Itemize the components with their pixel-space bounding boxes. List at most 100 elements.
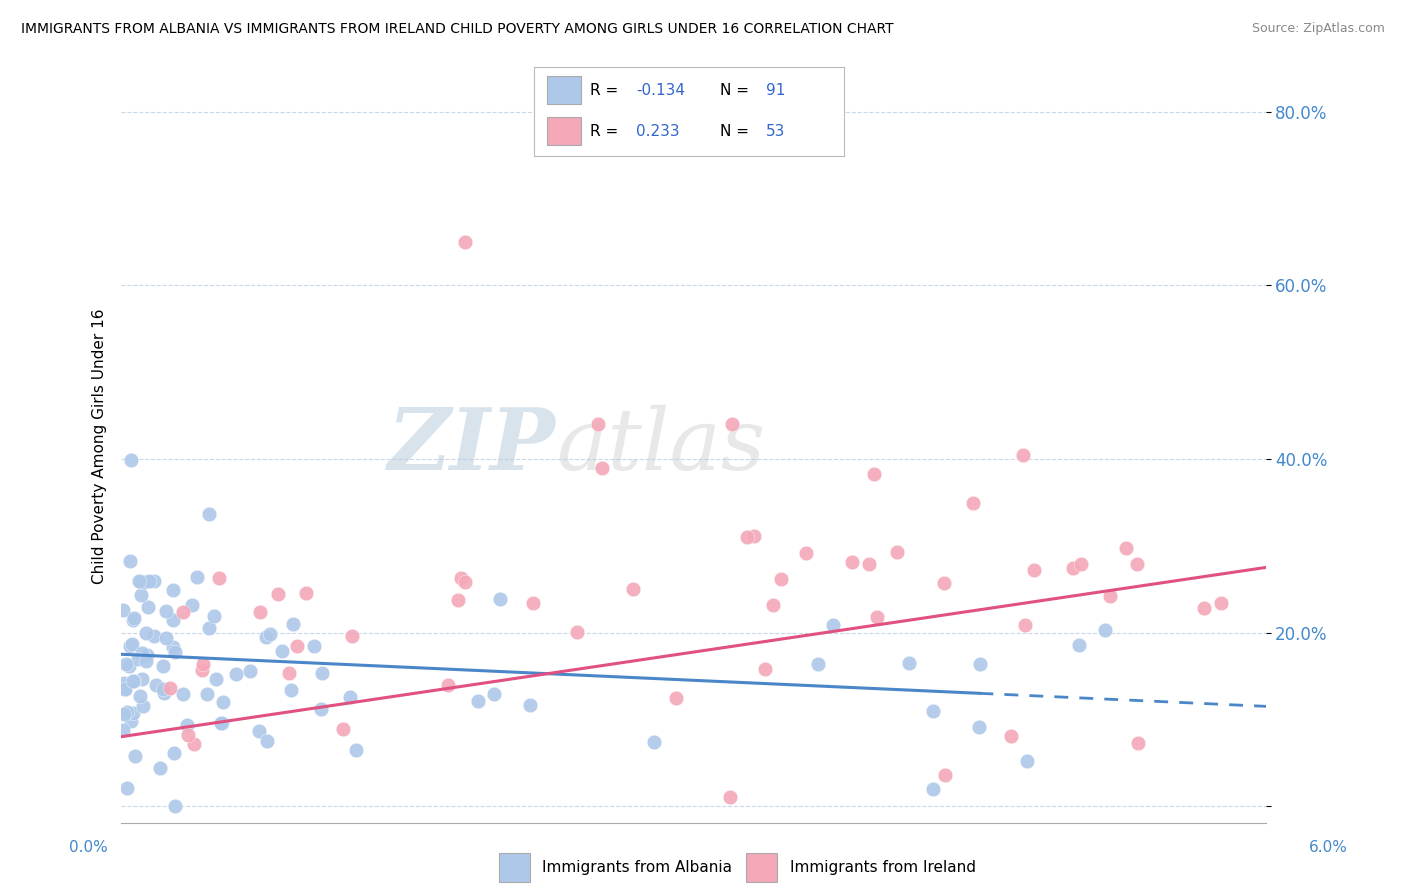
Point <box>176 718 198 732</box>
Bar <box>499 854 530 881</box>
Point <box>453 574 475 589</box>
Point <box>295 586 318 600</box>
Point <box>165 644 187 658</box>
Text: IMMIGRANTS FROM ALBANIA VS IMMIGRANTS FROM IRELAND CHILD POVERTY AMONG GIRLS UND: IMMIGRANTS FROM ALBANIA VS IMMIGRANTS FR… <box>21 22 894 37</box>
Point <box>897 656 920 670</box>
Point <box>152 681 174 696</box>
Point <box>1094 624 1116 638</box>
Point <box>249 605 271 619</box>
Point <box>621 582 644 597</box>
Point <box>278 665 301 680</box>
Text: 0.0%: 0.0% <box>69 840 108 855</box>
Point <box>177 728 200 742</box>
Point <box>344 742 367 756</box>
Point <box>866 610 889 624</box>
Point <box>332 722 354 736</box>
Point <box>127 652 149 666</box>
Point <box>841 555 863 569</box>
Point <box>209 716 232 731</box>
Text: Immigrants from Albania: Immigrants from Albania <box>543 860 733 875</box>
Point <box>129 689 152 703</box>
Point <box>122 611 145 625</box>
Point <box>204 672 226 686</box>
Point <box>482 687 505 701</box>
Point <box>934 768 956 782</box>
Text: atlas: atlas <box>555 405 765 487</box>
Point <box>138 574 160 588</box>
Point <box>191 664 214 678</box>
Point <box>135 626 157 640</box>
Point <box>1070 557 1092 571</box>
Point <box>202 608 225 623</box>
Point <box>1015 755 1038 769</box>
Point <box>1014 618 1036 632</box>
Point <box>120 453 142 467</box>
Point <box>163 746 186 760</box>
Point <box>921 705 943 719</box>
Point <box>183 737 205 751</box>
Point <box>259 627 281 641</box>
Point <box>118 639 141 653</box>
Point <box>198 621 221 635</box>
Point <box>212 695 235 709</box>
Point <box>858 557 880 571</box>
Text: 91: 91 <box>766 83 786 97</box>
Point <box>128 574 150 588</box>
Point <box>735 531 758 545</box>
Y-axis label: Child Poverty Among Girls Under 16: Child Poverty Among Girls Under 16 <box>93 309 107 583</box>
Point <box>1099 590 1122 604</box>
Point <box>129 588 152 602</box>
Point <box>114 681 136 696</box>
Text: R =: R = <box>591 83 623 97</box>
Point <box>114 681 136 696</box>
Point <box>665 691 688 706</box>
Point <box>131 698 153 713</box>
Point <box>120 714 142 728</box>
Text: 6.0%: 6.0% <box>1309 840 1348 855</box>
Point <box>122 673 145 688</box>
Point <box>932 576 955 591</box>
Point <box>922 782 945 797</box>
Point <box>302 639 325 653</box>
Point <box>720 417 742 432</box>
Point <box>586 417 609 432</box>
Point <box>121 706 143 720</box>
Point <box>591 461 613 475</box>
Point <box>131 672 153 686</box>
Text: ZIP: ZIP <box>388 404 555 488</box>
Point <box>152 685 174 699</box>
Point <box>112 675 135 690</box>
Text: -0.134: -0.134 <box>637 83 685 97</box>
Text: N =: N = <box>720 124 754 138</box>
Point <box>254 631 277 645</box>
Point <box>770 572 793 586</box>
Point <box>145 678 167 692</box>
Point <box>136 599 159 614</box>
Point <box>131 646 153 660</box>
Point <box>132 574 155 589</box>
Point <box>155 631 177 645</box>
Point <box>1192 601 1215 615</box>
Point <box>489 592 512 607</box>
Point <box>162 614 184 628</box>
Point <box>1126 736 1149 750</box>
Point <box>172 605 194 619</box>
Point <box>522 596 544 610</box>
Point <box>129 575 152 590</box>
Point <box>162 582 184 597</box>
Point <box>742 529 765 543</box>
Point <box>172 687 194 701</box>
Point <box>519 698 541 712</box>
Point <box>118 554 141 568</box>
Point <box>121 613 143 627</box>
Point <box>239 664 262 678</box>
Point <box>1024 562 1046 576</box>
Point <box>225 666 247 681</box>
Point <box>283 617 305 632</box>
Point <box>754 662 776 676</box>
Point <box>112 706 135 721</box>
Point <box>247 724 270 739</box>
Point <box>180 598 202 612</box>
Point <box>1062 560 1084 574</box>
Text: 53: 53 <box>766 124 786 138</box>
